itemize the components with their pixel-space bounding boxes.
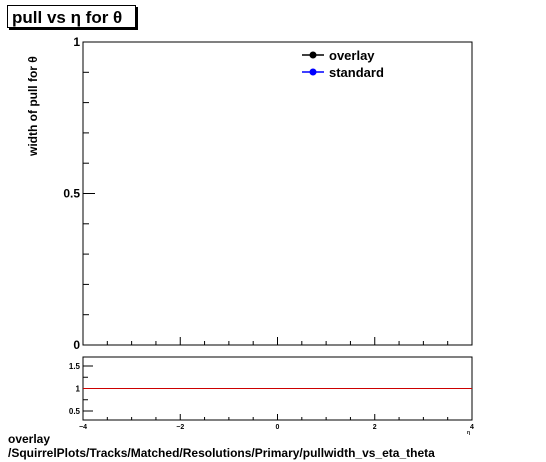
legend-label-overlay: overlay [329, 48, 375, 63]
ratio-x-tick-label: 2 [373, 424, 377, 431]
legend-marker-standard [309, 68, 317, 76]
main-plot-frame [82, 41, 473, 346]
ratio-x-tick-label: 4 [470, 424, 474, 431]
ratio-y-tick-label: 1.5 [69, 362, 81, 371]
footer-label: overlay [8, 432, 51, 446]
ratio-x-tick-label: −4 [79, 424, 87, 431]
ratio-x-tick-label: 0 [276, 424, 280, 431]
footer-path: /SquirrelPlots/Tracks/Matched/Resolution… [8, 446, 435, 460]
main-y-tick-label: 0 [73, 338, 80, 352]
main-y-tick-label: 0.5 [63, 187, 80, 201]
ratio-x-axis-marker: η [467, 430, 470, 436]
legend-label-standard: standard [329, 65, 384, 80]
legend-marker-overlay [309, 51, 317, 59]
ratio-x-tick-label: −2 [176, 424, 184, 431]
main-y-tick-label: 1 [73, 35, 80, 49]
chart-title: pull vs η for θ [7, 5, 136, 28]
ratio-y-tick-label: 1 [76, 385, 81, 394]
ratio-y-tick-label: 0.5 [69, 407, 81, 416]
